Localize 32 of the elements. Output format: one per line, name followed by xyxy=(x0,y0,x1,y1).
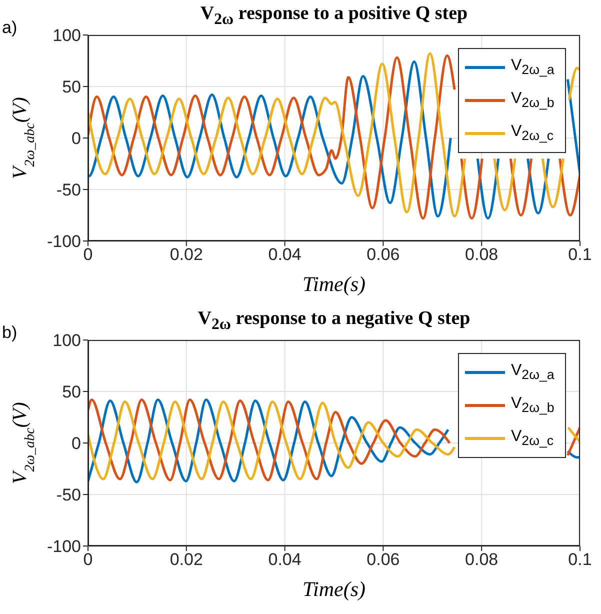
legend-label: V$_{2ω_b}$ xyxy=(511,90,554,111)
y-tick-label: -50 xyxy=(56,486,81,505)
legend-label: V$_{2ω_c}$ xyxy=(511,123,554,144)
x-axis-title: Time(s) xyxy=(302,577,366,601)
y-tick-label: 50 xyxy=(62,382,81,402)
y-tick-label: -50 xyxy=(56,180,81,200)
x-tick-label: 0.1 xyxy=(568,550,592,570)
y-tick-label: 100 xyxy=(52,26,81,46)
legend-label: V$_{2ω_c}$ xyxy=(511,428,554,449)
x-tick-label: 0.02 xyxy=(170,245,203,264)
chart-title: V$_{2ω}$ response to a positive Q step xyxy=(199,3,469,29)
x-tick-label: 0.04 xyxy=(268,550,302,570)
legend-label: V$_{2ω_a}$ xyxy=(511,57,554,78)
x-tick-label: 0.08 xyxy=(465,550,498,570)
x-tick-label: 0.04 xyxy=(268,245,302,264)
x-tick-label: 0.06 xyxy=(366,245,400,264)
text: a) xyxy=(2,18,18,38)
y-tick-label: -100 xyxy=(46,232,81,252)
chart-title: V$_{2ω}$ response to a negative Q step xyxy=(196,308,472,334)
y-tick-label: 100 xyxy=(52,331,81,350)
x-tick-label: 0.06 xyxy=(366,550,400,570)
x-tick-label: 0.08 xyxy=(465,245,498,264)
legend-label: V$_{2ω_a}$ xyxy=(511,362,554,383)
y-tick-label: 0 xyxy=(72,434,81,454)
x-tick-label: 0.1 xyxy=(568,245,592,264)
legend-label: V$_{2ω_b}$ xyxy=(511,395,554,416)
x-tick-label: 0.02 xyxy=(170,550,203,570)
y-tick-label: 0 xyxy=(72,129,81,148)
text: b) xyxy=(2,323,18,343)
y-tick-label: -100 xyxy=(46,537,81,556)
x-axis-title: Time(s) xyxy=(302,272,366,296)
y-tick-label: 50 xyxy=(62,78,81,97)
